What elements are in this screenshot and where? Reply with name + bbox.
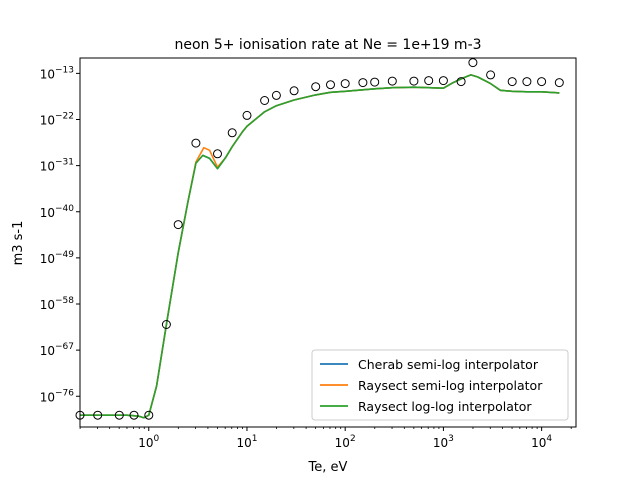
data-marker [161,320,171,329]
y-tick-label: 10−67 [40,342,74,358]
data-marker [486,70,496,80]
data-marker [370,77,380,87]
x-tick-label: 102 [335,434,356,450]
y-tick-label: 10−40 [40,204,75,220]
axes-frame [79,57,577,428]
y-axis: 10−13 10−22 10−31 10−40 10−49 10−58 10−67 10−76 [40,65,80,404]
data-marker [358,78,368,88]
data-marker [242,110,252,120]
data-marker [387,76,397,86]
data-marker [289,86,299,96]
data-marker [507,77,517,87]
plot-area [75,58,564,420]
data-marker [468,58,478,68]
data-marker [424,76,434,86]
data-marker [144,410,154,420]
data-marker [554,78,564,88]
x-axis-label: Te, eV [308,460,348,475]
data-marker [438,76,448,86]
chart-title: neon 5+ ionisation rate at Ne = 1e+19 m-… [174,37,481,53]
data-marker [326,80,335,90]
data-marker [409,76,419,86]
data-marker [522,77,532,87]
y-tick-label: 10−76 [40,388,75,404]
data-marker [260,96,270,105]
data-marker [93,410,103,420]
series-line-3 [80,74,560,419]
x-tick-label: 101 [236,434,257,450]
data-marker [213,149,222,159]
y-tick-label: 10−13 [40,65,74,81]
y-tick-label: 10−22 [40,112,74,128]
data-marker [173,220,183,230]
data-marker [456,77,466,87]
legend-label-2: Raysect semi-log interpolator [358,378,543,393]
legend-label-3: Raysect log-log interpolator [358,399,532,414]
y-tick-label: 10−58 [40,296,75,312]
y-tick-label: 10−49 [40,250,75,266]
legend: Cherab semi-log interpolator Raysect semi… [311,349,569,421]
x-tick-label: 104 [531,434,552,450]
data-marker [191,138,201,148]
data-marker [114,410,124,420]
data-marker [129,410,139,420]
data-marker [311,82,321,92]
y-axis-label: m3 s-1 [11,221,26,266]
legend-box [311,349,569,421]
data-marker [537,77,547,87]
x-tick-label: 103 [433,434,454,450]
x-tick-label: 100 [138,434,159,450]
data-marker [340,79,350,89]
data-marker [271,90,281,100]
y-tick-label: 10−31 [40,158,74,174]
x-axis: 100 101 102 103 104 [79,427,572,450]
legend-label-1: Cherab semi-log interpolator [358,357,539,372]
data-marker [227,128,237,138]
